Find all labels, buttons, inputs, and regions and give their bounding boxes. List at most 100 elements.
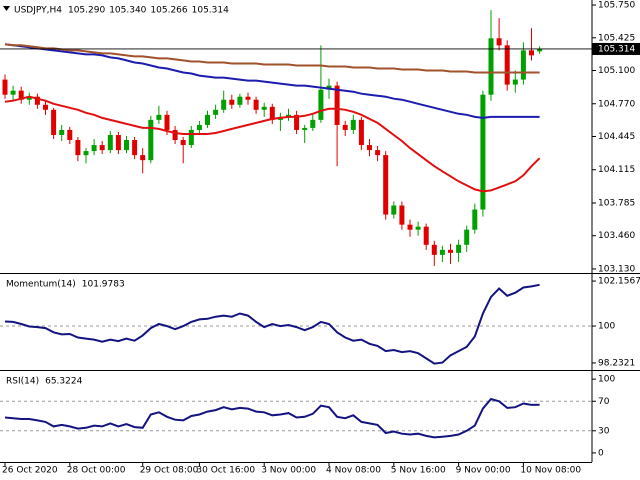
candle-body bbox=[512, 79, 518, 85]
candle-body bbox=[180, 140, 186, 146]
candle-body bbox=[269, 106, 275, 120]
series-line bbox=[4, 397, 540, 439]
candle-body bbox=[221, 99, 227, 110]
series-line bbox=[4, 43, 540, 119]
candle-body bbox=[375, 150, 381, 156]
x-tick-label: 29 Oct 08:00 bbox=[140, 466, 199, 476]
y-tick-label: 100 bbox=[598, 322, 615, 332]
candle-body bbox=[358, 119, 364, 146]
candle-body bbox=[439, 249, 445, 255]
candle-body bbox=[480, 94, 486, 210]
candle-body bbox=[124, 140, 129, 151]
candle-body bbox=[302, 127, 308, 130]
candle-body bbox=[383, 155, 389, 215]
candle-body bbox=[245, 96, 251, 100]
candle-body bbox=[10, 90, 16, 95]
y-tick-label: 103.460 bbox=[598, 231, 635, 241]
y-tick-label: 105.425 bbox=[598, 33, 635, 43]
candle-body bbox=[464, 229, 470, 245]
header-value: 105.290 bbox=[68, 6, 105, 16]
candle-body bbox=[67, 129, 73, 141]
candle-body bbox=[34, 96, 40, 105]
candle-body bbox=[59, 129, 65, 135]
candle-body bbox=[229, 99, 235, 105]
y-tick-label: 100 bbox=[598, 375, 615, 385]
candle-body bbox=[115, 134, 121, 151]
x-tick-label: 3 Nov 00:00 bbox=[261, 466, 316, 476]
y-tick-label: 102.1567 bbox=[598, 277, 640, 287]
candle-body bbox=[310, 119, 316, 128]
candle-body bbox=[83, 151, 89, 156]
candle-body bbox=[18, 90, 24, 100]
candle-body bbox=[496, 38, 502, 46]
candle-body bbox=[367, 145, 372, 151]
candle-body bbox=[415, 226, 421, 230]
candle-body bbox=[391, 205, 397, 215]
candle-body bbox=[26, 96, 32, 100]
candle-body bbox=[188, 129, 194, 146]
candle-body bbox=[43, 104, 48, 110]
panel-title: USDJPY,H4 bbox=[14, 6, 62, 16]
candle-body bbox=[472, 209, 478, 230]
candle-body bbox=[286, 114, 291, 117]
candle-body bbox=[140, 155, 146, 161]
y-tick-label: 103.785 bbox=[598, 198, 635, 208]
candle-body bbox=[350, 119, 356, 130]
candle-body bbox=[529, 50, 534, 56]
candle-body bbox=[261, 106, 267, 110]
candle-body bbox=[99, 145, 105, 151]
y-tick-label: 104.770 bbox=[598, 99, 635, 109]
candle-body bbox=[342, 124, 348, 130]
candle-body bbox=[75, 140, 81, 156]
candle-body bbox=[148, 119, 154, 161]
candle-body bbox=[2, 79, 8, 95]
y-tick-label: 0 bbox=[598, 448, 604, 458]
collapse-icon bbox=[3, 6, 10, 11]
candle-body bbox=[172, 129, 178, 141]
header-value: 105.314 bbox=[192, 6, 229, 16]
candle-body bbox=[423, 226, 429, 245]
y-tick-label: 30 bbox=[598, 426, 610, 436]
y-tick-label: 103.130 bbox=[598, 264, 635, 274]
candle-body bbox=[51, 109, 57, 135]
candle-body bbox=[488, 38, 494, 95]
candle-body bbox=[164, 114, 170, 130]
y-tick-label: 104.445 bbox=[598, 132, 635, 142]
candle-body bbox=[456, 244, 462, 253]
y-tick-label: 98.2321 bbox=[598, 358, 635, 368]
candle-body bbox=[399, 205, 405, 225]
candle-body bbox=[205, 114, 210, 125]
candle-body bbox=[520, 50, 526, 80]
y-tick-label: 105.750 bbox=[598, 1, 635, 11]
candle-body bbox=[294, 114, 300, 130]
candle-body bbox=[504, 45, 510, 85]
y-tick-label: 104.115 bbox=[598, 165, 635, 175]
series-line bbox=[4, 95, 541, 193]
last-price-label: 105.314 bbox=[598, 44, 635, 54]
candle-body bbox=[107, 134, 113, 151]
header-value: 101.9783 bbox=[82, 280, 125, 290]
candle-body bbox=[132, 140, 138, 156]
candle-body bbox=[537, 48, 543, 52]
candle-body bbox=[318, 89, 324, 120]
x-tick-label: 26 Oct 2020 bbox=[2, 466, 58, 476]
candle-body bbox=[253, 99, 259, 110]
series-line bbox=[4, 283, 540, 365]
candle-body bbox=[448, 249, 453, 253]
candle-body bbox=[237, 96, 243, 105]
x-tick-label: 10 Nov 08:00 bbox=[520, 466, 581, 476]
candle-body bbox=[334, 85, 340, 125]
candle-body bbox=[213, 109, 219, 115]
x-tick-label: 9 Nov 00:00 bbox=[456, 466, 511, 476]
last-price-tag bbox=[592, 42, 640, 55]
x-tick-label: 28 Oct 00:00 bbox=[67, 466, 126, 476]
y-tick-label: 70 bbox=[598, 397, 610, 407]
header-value: 65.3224 bbox=[45, 377, 82, 387]
x-tick-label: 30 Oct 16:00 bbox=[196, 466, 255, 476]
candle-body bbox=[431, 244, 437, 255]
x-tick-label: 5 Nov 16:00 bbox=[391, 466, 446, 476]
candle-body bbox=[91, 145, 97, 152]
y-tick-label: 105.100 bbox=[598, 66, 635, 76]
